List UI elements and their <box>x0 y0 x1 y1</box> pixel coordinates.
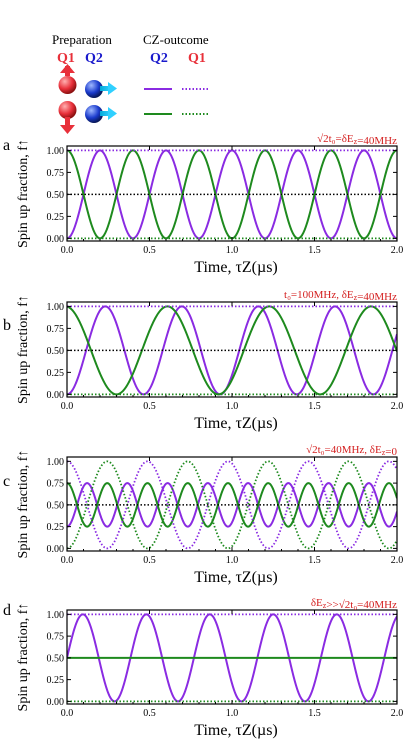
spin-down-red-icon <box>58 101 77 134</box>
y-tick-label: 0.00 <box>47 234 65 245</box>
x-axis-label: Time, τZ(µs) <box>194 722 278 739</box>
x-tick-label: 1.0 <box>226 708 239 719</box>
x-tick-label: 0.0 <box>61 245 74 256</box>
series-green-dotted <box>67 460 397 550</box>
y-axis-label: Spin up fraction, f↑ <box>16 450 31 559</box>
y-tick-label: 0.50 <box>47 500 65 511</box>
x-tick-label: 1.0 <box>226 555 239 566</box>
x-tick-label: 1.5 <box>308 245 321 256</box>
y-tick-label: 0.00 <box>47 544 65 555</box>
series-green-solid <box>67 305 397 396</box>
y-tick-label: 0.75 <box>47 632 65 643</box>
y-tick-label: 1.00 <box>47 457 65 468</box>
y-tick-label: 0.75 <box>47 168 65 179</box>
x-tick-label: 0.0 <box>61 401 74 412</box>
legend-q2-column: Q2 <box>150 51 168 66</box>
panel-annotation: δEz>>√2t₀=40MHz <box>311 597 397 611</box>
x-tick-label: 1.0 <box>226 245 239 256</box>
x-tick-label: 0.5 <box>143 401 156 412</box>
panel-letter: b <box>3 317 11 334</box>
x-tick-label: 1.5 <box>308 555 321 566</box>
panel-annotation: t₀=100MHz, δEz=40MHz <box>284 289 397 303</box>
x-axis-label: Time, τZ(µs) <box>194 259 278 276</box>
series-purple-solid <box>67 613 397 703</box>
x-tick-label: 1.0 <box>226 401 239 412</box>
panel-d: 0.00 0.25 0.50 0.75 1.00 0.0 0.5 1.0 1.5 2.0 Time,… <box>3 597 403 739</box>
x-tick-label: 0.5 <box>143 245 156 256</box>
legend-preparation: Preparation <box>52 32 112 47</box>
panel-c: 0.00 0.25 0.50 0.75 1.00 0.0 0.5 1.0 1.5 2.0 Time,… <box>3 444 403 586</box>
y-axis-label: Spin up fraction, f↑ <box>16 603 31 712</box>
legend-q2: Q2 <box>85 51 103 66</box>
x-tick-label: 2.0 <box>391 401 404 412</box>
series-green-solid <box>67 482 397 528</box>
legend-q1-column: Q1 <box>188 51 206 66</box>
y-tick-label: 0.75 <box>47 324 65 335</box>
y-tick-label: 0.50 <box>47 190 65 201</box>
y-axis-label: Spin up fraction, f↑ <box>16 139 31 248</box>
x-tick-label: 0.0 <box>61 555 74 566</box>
y-tick-label: 0.75 <box>47 479 65 490</box>
panel-letter: c <box>3 473 10 490</box>
y-tick-label: 0.25 <box>47 675 65 686</box>
panel-annotation: √2t₀=δEz=40MHz <box>317 133 397 147</box>
series-purple-dotted <box>67 460 397 550</box>
spin-up-red-icon <box>58 64 77 94</box>
plot-frame <box>66 301 398 398</box>
x-tick-label: 1.5 <box>308 708 321 719</box>
y-tick-label: 0.25 <box>47 368 65 379</box>
spin-right-blue-icon <box>85 80 117 98</box>
x-tick-label: 2.0 <box>391 555 404 566</box>
x-axis-label: Time, τZ(µs) <box>194 415 278 432</box>
panel-b: 0.00 0.25 0.50 0.75 1.00 0.0 0.5 1.0 1.5 2.0 Time,… <box>3 289 403 432</box>
panel-letter: d <box>3 602 11 619</box>
x-tick-label: 0.5 <box>143 555 156 566</box>
y-tick-label: 1.00 <box>47 302 65 313</box>
panel-letter: a <box>3 137 10 154</box>
y-tick-label: 0.50 <box>47 653 65 664</box>
x-tick-label: 0.0 <box>61 708 74 719</box>
x-tick-label: 1.5 <box>308 401 321 412</box>
y-tick-label: 0.00 <box>47 390 65 401</box>
legend-q1: Q1 <box>57 51 75 66</box>
y-tick-label: 0.50 <box>47 346 65 357</box>
y-tick-label: 0.25 <box>47 212 65 223</box>
legend: Preparation CZ-outcome Q1 Q2 Q2 Q1 <box>52 32 210 134</box>
y-tick-label: 0.25 <box>47 522 65 533</box>
panel-annotation: √2t₀=40MHz, δEz=0 <box>306 444 397 458</box>
chart-panels: 0.00 0.25 0.50 0.75 1.00 0.0 0.5 1.0 1.5 2.0 Time,… <box>3 133 403 739</box>
y-axis-label: Spin up fraction, f↑ <box>16 295 31 404</box>
x-axis-label: Time, τZ(µs) <box>194 569 278 586</box>
panel-a: 0.00 0.25 0.50 0.75 1.00 0.0 0.5 1.0 1.5 2.0 Time,… <box>3 133 403 276</box>
spin-right-blue-icon-2 <box>85 105 117 123</box>
x-tick-label: 2.0 <box>391 708 404 719</box>
y-tick-label: 1.00 <box>47 610 65 621</box>
series-purple-solid <box>67 482 397 528</box>
legend-cz-outcome: CZ-outcome <box>143 32 209 47</box>
y-tick-label: 0.00 <box>47 697 65 708</box>
x-tick-label: 0.5 <box>143 708 156 719</box>
y-tick-label: 1.00 <box>47 146 65 157</box>
x-tick-label: 2.0 <box>391 245 404 256</box>
series-purple-solid <box>67 305 397 396</box>
